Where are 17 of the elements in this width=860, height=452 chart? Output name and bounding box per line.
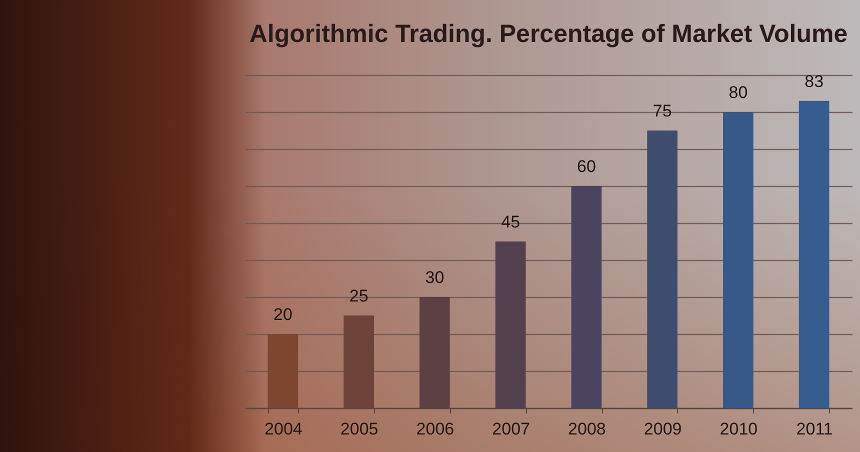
x-tick-label: 2004 — [264, 420, 302, 438]
x-tick-label: 2009 — [644, 420, 682, 438]
data-label: 25 — [349, 286, 368, 306]
x-tick-label: 2007 — [492, 420, 530, 438]
data-label: 75 — [652, 102, 672, 120]
x-tick-label: 2005 — [340, 420, 378, 438]
data-label: 83 — [804, 72, 824, 91]
chart-title: Algorithmic Trading. Percentage of Market Volume — [249, 20, 848, 48]
data-label: 80 — [728, 83, 748, 102]
data-label: 20 — [273, 305, 292, 324]
data-label: 60 — [576, 157, 596, 176]
x-tick-label: 2008 — [568, 420, 606, 438]
data-label: 30 — [425, 268, 444, 287]
data-label: 45 — [501, 212, 520, 232]
x-tick-label: 2011 — [796, 420, 833, 438]
x-tick-label: 2006 — [416, 420, 454, 438]
x-tick-label: 2010 — [720, 420, 758, 438]
